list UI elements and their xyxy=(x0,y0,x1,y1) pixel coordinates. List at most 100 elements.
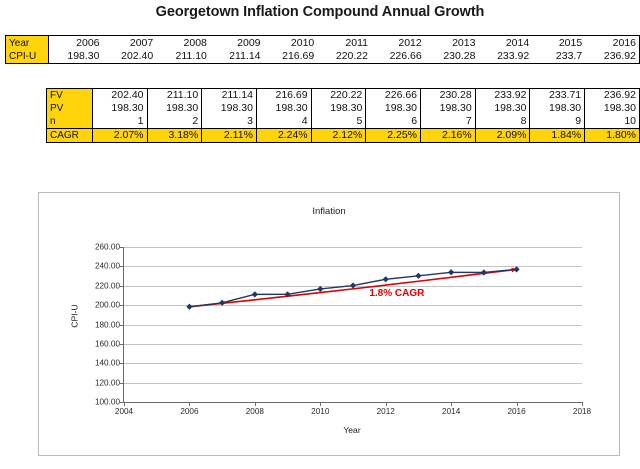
cell-cagr-6: 2.25% xyxy=(365,128,422,143)
cell-cpi-2011: 220.22 xyxy=(317,50,371,64)
table-row: PV 198.30 198.30 198.30 198.30 198.30 19… xyxy=(46,102,640,115)
row-label-cagr: CAGR xyxy=(46,128,93,143)
data-point-marker xyxy=(513,266,520,273)
x-tick-label: 2016 xyxy=(507,407,526,416)
cell-year-2013: 2013 xyxy=(424,35,479,50)
cell-pv-7: 198.30 xyxy=(420,102,476,115)
cell-cagr-9: 1.84% xyxy=(529,128,586,143)
cell-cpi-2015: 233.7 xyxy=(532,50,586,64)
data-point-marker xyxy=(415,272,422,279)
cell-fv-4: 216.69 xyxy=(256,88,312,102)
cell-fv-6: 226.66 xyxy=(365,88,422,102)
y-tick-label: 160.00 xyxy=(94,339,120,349)
y-tick-mark xyxy=(120,305,124,307)
cell-year-2007: 2007 xyxy=(102,35,157,50)
x-tick-mark xyxy=(254,402,256,406)
gridline xyxy=(124,324,582,326)
series-line xyxy=(189,268,517,308)
cell-year-2015: 2015 xyxy=(532,35,586,50)
gridline xyxy=(124,382,582,384)
cagr-calculation-table: FV 202.40 211.10 211.14 216.69 220.22 22… xyxy=(46,88,640,143)
cell-n-1: 1 xyxy=(92,115,148,129)
cell-cagr-10: 1.80% xyxy=(584,128,640,143)
cell-n-10: 10 xyxy=(584,115,640,129)
x-tick-label: 2014 xyxy=(442,407,461,416)
x-tick-mark xyxy=(189,402,191,406)
y-tick-label: 260.00 xyxy=(94,242,120,252)
cell-year-2009: 2009 xyxy=(209,35,264,50)
cagr-annotation: 1.8% CAGR xyxy=(369,287,425,299)
cell-n-7: 7 xyxy=(420,115,476,129)
x-tick-mark xyxy=(124,402,125,406)
gridline xyxy=(124,363,582,365)
gridline xyxy=(124,247,582,248)
table-row: n 1 2 3 4 5 6 7 8 9 10 xyxy=(46,115,640,129)
cell-cpi-2007: 202.40 xyxy=(102,50,157,64)
data-point-marker xyxy=(219,299,226,306)
data-point-marker xyxy=(251,291,258,298)
series-layer xyxy=(186,266,520,310)
x-axis-title: Year xyxy=(343,425,361,435)
cell-pv-2: 198.30 xyxy=(147,102,203,115)
y-tick-label: 220.00 xyxy=(94,281,120,291)
x-tick-label: 2006 xyxy=(180,407,199,416)
cell-cagr-7: 2.16% xyxy=(420,128,476,143)
cell-year-2016: 2016 xyxy=(585,35,640,50)
cell-cpi-2006: 198.30 xyxy=(48,50,103,64)
x-tick-mark xyxy=(385,402,387,406)
inflation-chart: Inflation CPI-U Year 100.00 120.00 140.00 1… xyxy=(38,192,620,456)
cell-cpi-2008: 211.10 xyxy=(156,50,210,64)
x-tick-label: 2008 xyxy=(245,407,264,416)
y-tick-label: 240.00 xyxy=(94,261,120,271)
cell-pv-5: 198.30 xyxy=(311,102,367,115)
cell-cagr-3: 2.11% xyxy=(201,128,257,143)
cell-fv-8: 233.92 xyxy=(475,88,531,102)
cell-year-2012: 2012 xyxy=(370,35,425,50)
cell-cagr-5: 2.12% xyxy=(311,128,367,143)
y-tick-mark xyxy=(120,285,124,287)
plot-area: 100.00 120.00 140.00 160.00 180.00 200.00 220.… xyxy=(95,243,591,417)
row-label-n: n xyxy=(46,115,93,129)
cell-year-2011: 2011 xyxy=(317,35,371,50)
cell-n-5: 5 xyxy=(311,115,367,129)
y-tick-label: 100.00 xyxy=(94,397,120,407)
y-tick-mark xyxy=(120,247,124,248)
cell-fv-1: 202.40 xyxy=(92,88,148,102)
table-row: CAGR 2.07% 3.18% 2.11% 2.24% 2.12% 2.25%… xyxy=(46,128,640,143)
y-tick-label: 120.00 xyxy=(94,378,120,388)
cell-n-4: 4 xyxy=(256,115,312,129)
cell-cagr-8: 2.09% xyxy=(475,128,531,143)
cell-fv-9: 233.71 xyxy=(529,88,586,102)
cell-pv-10: 198.30 xyxy=(584,102,640,115)
cell-year-2010: 2010 xyxy=(263,35,318,50)
y-tick-mark xyxy=(120,266,124,268)
cell-cpi-2014: 233.92 xyxy=(478,50,533,64)
y-tick-mark xyxy=(120,402,124,403)
data-point-marker xyxy=(186,303,193,310)
row-label-year: Year xyxy=(5,35,49,50)
cell-pv-1: 198.30 xyxy=(92,102,148,115)
cell-pv-8: 198.30 xyxy=(475,102,531,115)
cell-n-2: 2 xyxy=(147,115,203,129)
table-row: FV 202.40 211.10 211.14 216.69 220.22 22… xyxy=(46,88,640,102)
gridline xyxy=(124,343,582,345)
cell-year-2008: 2008 xyxy=(156,35,210,50)
cell-pv-3: 198.30 xyxy=(201,102,257,115)
x-tick-mark xyxy=(320,402,322,406)
cell-n-3: 3 xyxy=(201,115,257,129)
cell-cpi-2010: 216.69 xyxy=(263,50,318,64)
gridline xyxy=(124,266,582,268)
x-tick-label: 2012 xyxy=(376,407,395,416)
y-axis-title: CPI-U xyxy=(69,304,80,328)
row-label-cpi-u: CPI-U xyxy=(5,50,49,64)
y-tick-mark xyxy=(120,343,124,345)
y-tick-mark xyxy=(120,363,124,365)
y-tick-label: 180.00 xyxy=(94,320,120,329)
data-point-marker xyxy=(382,276,389,283)
cell-fv-5: 220.22 xyxy=(311,88,367,102)
table-row: CPI-U 198.30 202.40 211.10 211.14 216.69… xyxy=(5,50,640,64)
y-tick-label: 140.00 xyxy=(94,358,120,368)
y-tick-label: 200.00 xyxy=(94,300,120,310)
cell-fv-3: 211.14 xyxy=(201,88,257,102)
cell-n-8: 8 xyxy=(475,115,531,129)
